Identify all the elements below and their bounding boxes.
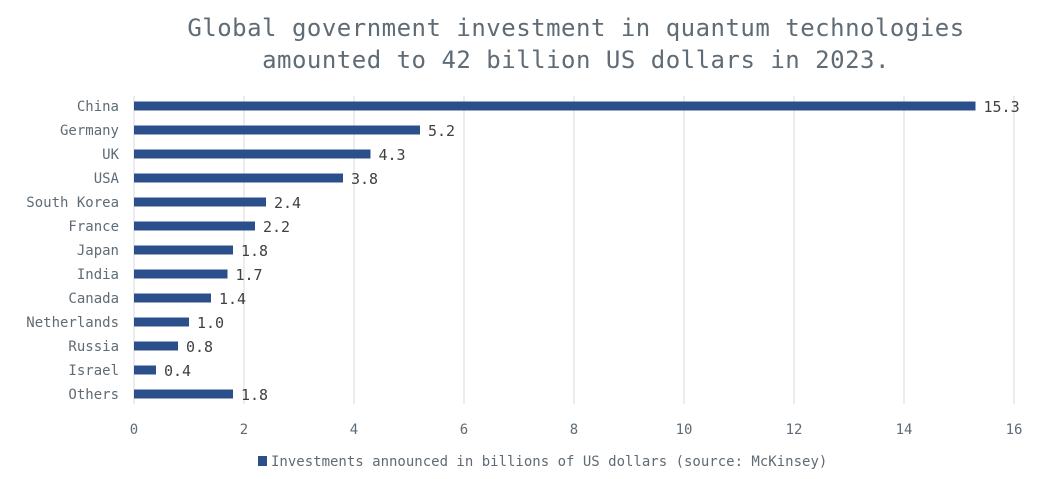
- legend-swatch: [258, 456, 267, 466]
- bar-others: [134, 389, 233, 399]
- data-label: 5.2: [428, 122, 455, 140]
- category-label: Russia: [68, 339, 119, 355]
- data-label: 1.8: [241, 386, 268, 404]
- data-labels: 15.3 5.2 4.33.8 2.4 2.2 1.8 1.7 1.4 1.0 0.8 0.4 1.8: [164, 98, 1020, 404]
- data-label: 2.2: [263, 218, 290, 236]
- chart-title-line-2: amounted to 42 billion US dollars in 202…: [262, 46, 890, 74]
- bar-netherlands: [134, 317, 189, 327]
- category-label: South Korea: [26, 195, 119, 211]
- x-tick-label: 10: [676, 422, 693, 438]
- bar-china: [134, 101, 976, 111]
- category-label: France: [68, 219, 119, 235]
- x-tick-label: 14: [896, 422, 913, 438]
- category-label: Canada: [68, 291, 119, 307]
- bar-france: [134, 221, 255, 231]
- x-tick-label: 4: [350, 422, 358, 438]
- bar-south-korea: [134, 197, 266, 207]
- category-label: Germany: [60, 123, 119, 139]
- x-axis-ticks: 0 2 4 6 8 10 12 14 16: [130, 422, 1023, 438]
- category-label: Japan: [77, 243, 119, 259]
- data-label: 1.4: [219, 290, 246, 308]
- x-tick-label: 2: [240, 422, 248, 438]
- category-label: China: [77, 99, 119, 115]
- bar-usa: [134, 173, 343, 183]
- x-tick-label: 12: [786, 422, 803, 438]
- bar-canada: [134, 293, 211, 303]
- bar-india: [134, 269, 228, 279]
- chart-title-line-1: Global government investment in quantum …: [187, 14, 965, 42]
- bar-japan: [134, 245, 233, 255]
- data-label: 4.3: [379, 146, 406, 164]
- category-label: Others: [68, 387, 119, 403]
- category-label: USA: [94, 171, 120, 187]
- legend: Investments announced in billions of US …: [258, 454, 827, 470]
- category-label: Israel: [68, 363, 119, 379]
- x-tick-label: 8: [570, 422, 578, 438]
- legend-label: Investments announced in billions of US …: [271, 454, 827, 470]
- chart-title: Global government investment in quantum …: [0, 12, 1060, 76]
- data-label: 2.4: [274, 194, 301, 212]
- category-labels: China Germany UK USA South Korea France Japan I…: [26, 99, 119, 403]
- bar-germany: [134, 125, 420, 135]
- data-label: 0.8: [186, 338, 213, 356]
- grid-lines: [133, 96, 1015, 404]
- category-label: UK: [102, 147, 119, 163]
- category-label: Netherlands: [26, 315, 119, 331]
- data-label: 1.7: [236, 266, 263, 284]
- x-tick-label: 0: [130, 422, 138, 438]
- bar-uk: [134, 149, 371, 159]
- data-label: 1.8: [241, 242, 268, 260]
- data-label: 0.4: [164, 362, 191, 380]
- data-label: 1.0: [197, 314, 224, 332]
- bar-israel: [134, 365, 156, 375]
- data-label: 3.8: [351, 170, 378, 188]
- x-tick-label: 16: [1006, 422, 1023, 438]
- category-label: India: [77, 267, 119, 283]
- bar-russia: [134, 341, 178, 351]
- bars: [134, 101, 976, 399]
- data-label: 15.3: [984, 98, 1020, 116]
- x-tick-label: 6: [460, 422, 468, 438]
